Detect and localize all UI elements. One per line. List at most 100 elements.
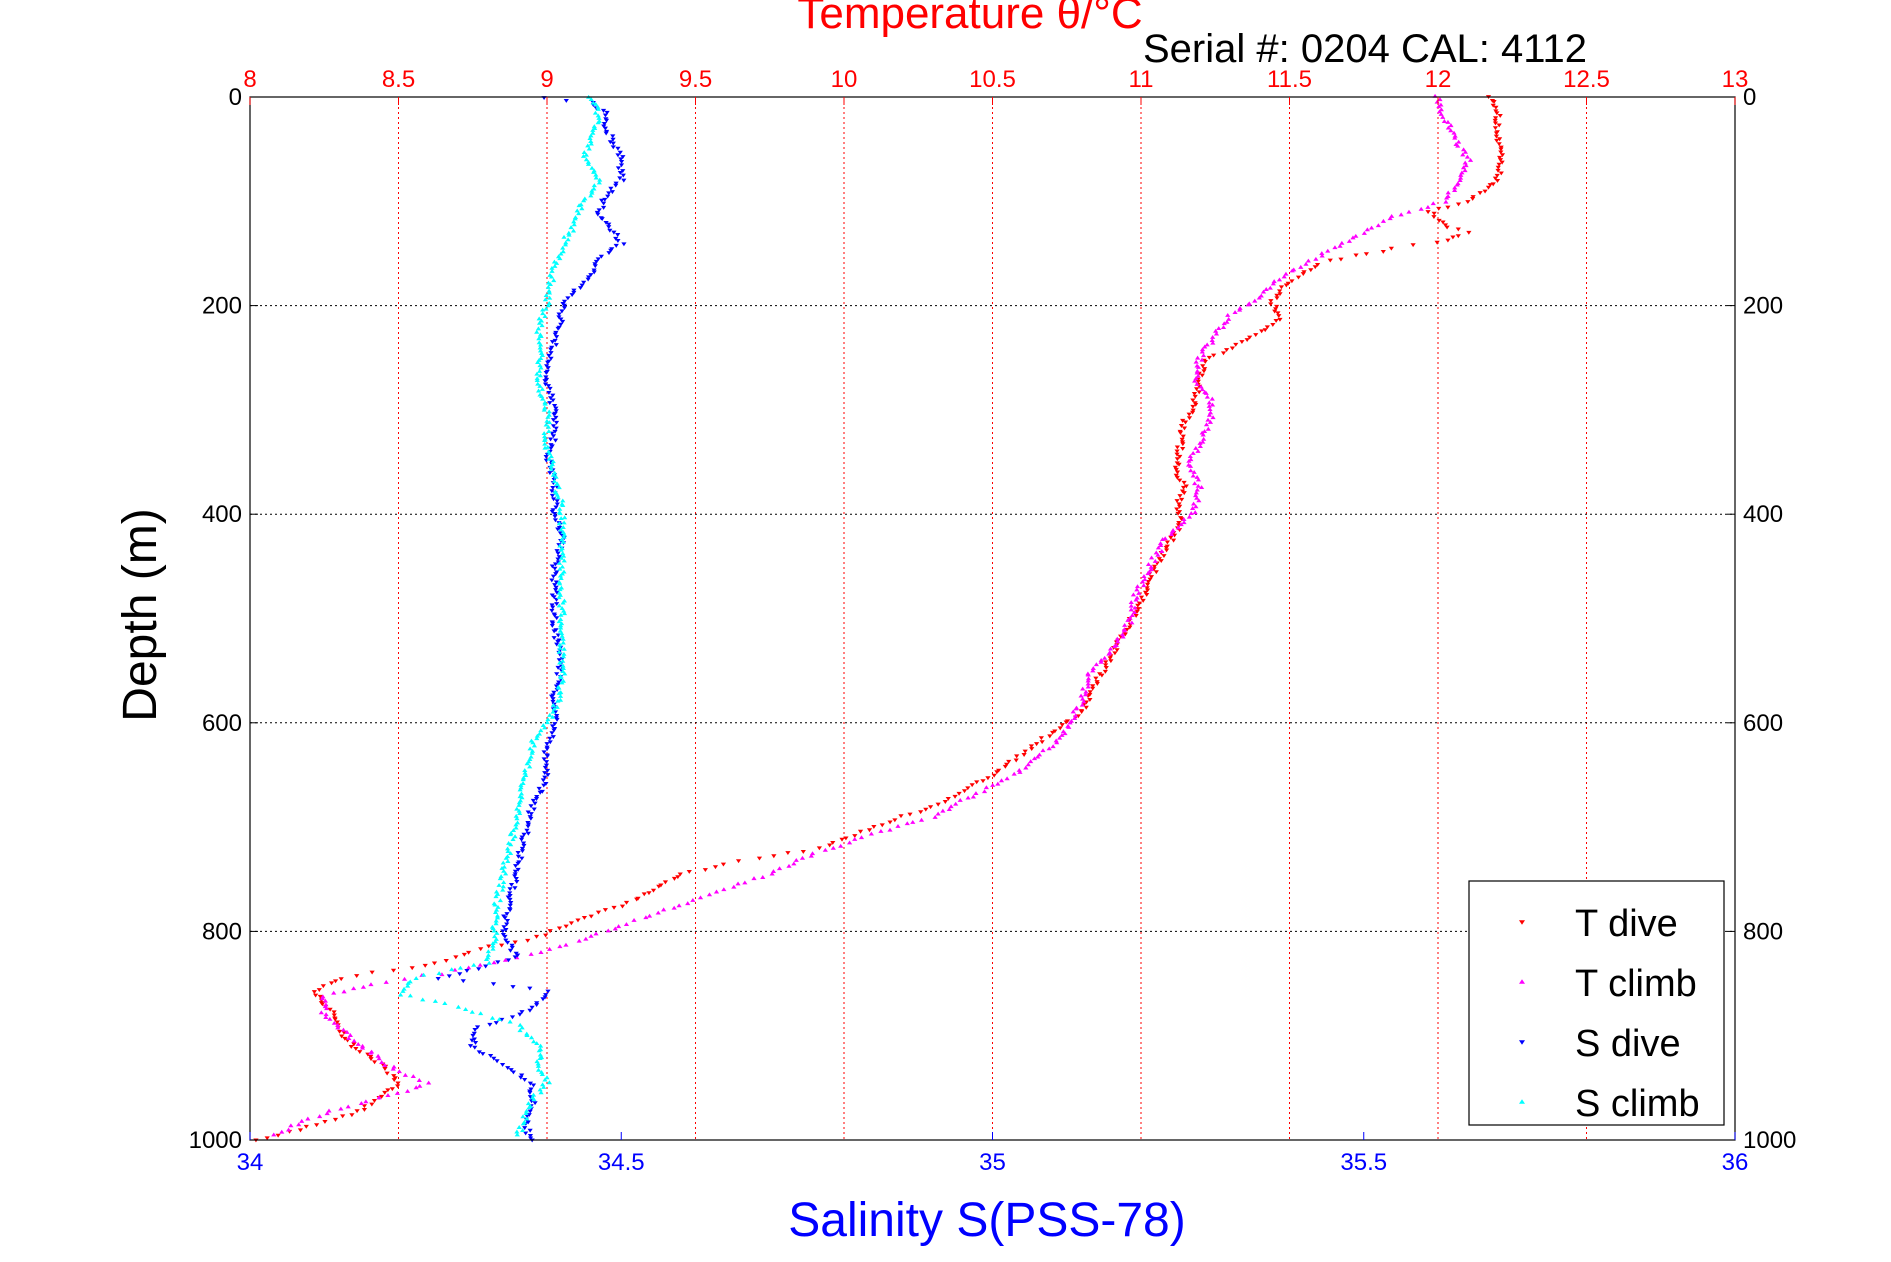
data-point [305,1116,311,1121]
data-point [554,704,560,709]
data-point [537,373,543,378]
data-point [1153,570,1159,575]
data-point [1193,490,1199,495]
data-point [1192,378,1198,383]
data-point [509,1015,516,1020]
data-point [1194,382,1200,386]
data-point [662,880,669,885]
data-point [1188,511,1194,516]
data-point [611,905,617,910]
data-point [606,222,612,227]
data-point [368,1054,374,1059]
data-point [557,566,563,571]
data-point [1437,97,1443,102]
x-axis-top-ticks: 8 8.5 9 9.5 10 10.5 11 11.5 12 12.5 13 [243,66,1748,105]
data-point [1210,335,1216,339]
data-point [1090,666,1096,671]
data-point [1106,651,1112,656]
data-point [610,134,616,139]
data-point [544,754,551,759]
data-point [514,1129,520,1134]
data-point [561,553,567,558]
data-point [603,220,609,225]
data-point [539,353,546,358]
data-point [952,794,958,799]
data-point [1247,335,1253,340]
data-point [1277,317,1283,322]
data-point [543,306,549,311]
data-point [550,699,556,704]
x-bottom-tick-label: 34 [237,1149,264,1176]
data-point [799,855,806,860]
data-point [1353,233,1359,238]
data-point [355,1041,361,1046]
data-point [327,1007,333,1012]
data-point [390,1066,396,1071]
data-point [519,1010,525,1015]
data-point [577,286,584,291]
data-point [1175,525,1181,530]
data-point [345,1104,351,1109]
data-point [1195,364,1202,369]
data-point [1002,764,1008,769]
data-point [515,854,522,859]
data-point [516,808,522,813]
data-point [1245,302,1251,307]
data-point [507,948,514,953]
data-point [1434,240,1440,245]
data-point [1268,299,1274,304]
data-point [560,539,566,544]
data-point [983,785,990,790]
data-point [1148,564,1154,569]
data-point [547,929,553,934]
data-point [537,1052,544,1057]
data-point [1066,724,1072,729]
data-point [543,422,549,427]
data-point [1140,598,1146,603]
data-point [1448,123,1454,128]
data-point [553,580,559,585]
data-point [1494,111,1500,116]
data-point [413,1085,419,1090]
data-point [591,270,597,275]
data-point [515,850,521,855]
data-point [583,152,589,157]
data-point [503,855,509,860]
data-point [537,345,543,350]
y-right-tick-label: 800 [1743,918,1783,945]
data-point [946,807,952,811]
data-point [426,1080,432,1085]
data-point [331,1010,337,1015]
data-point [359,1043,366,1048]
data-point [852,836,858,841]
data-point [369,970,375,975]
data-point [1497,113,1503,118]
data-point [505,958,512,963]
data-point [1163,545,1169,550]
data-point [1465,200,1471,205]
data-point [1160,537,1166,541]
data-point [551,629,557,634]
data-point [518,837,525,842]
data-point [1131,610,1137,615]
data-point [1303,261,1309,266]
data-point [394,1090,401,1095]
data-point [1115,639,1121,644]
data-point [455,1004,462,1009]
data-point [493,918,499,923]
data-point [499,865,505,870]
data-point [549,694,555,699]
data-point [605,194,611,199]
data-point [551,636,557,640]
y-right-tick-label: 600 [1743,710,1783,737]
data-point [296,1122,302,1127]
data-point [1087,690,1093,695]
data-point [1460,152,1466,157]
data-point [557,506,563,511]
data-point [590,100,596,105]
data-point [655,910,661,915]
data-point [508,851,514,856]
data-point [554,499,560,504]
data-point [607,140,613,145]
data-point [556,485,562,490]
